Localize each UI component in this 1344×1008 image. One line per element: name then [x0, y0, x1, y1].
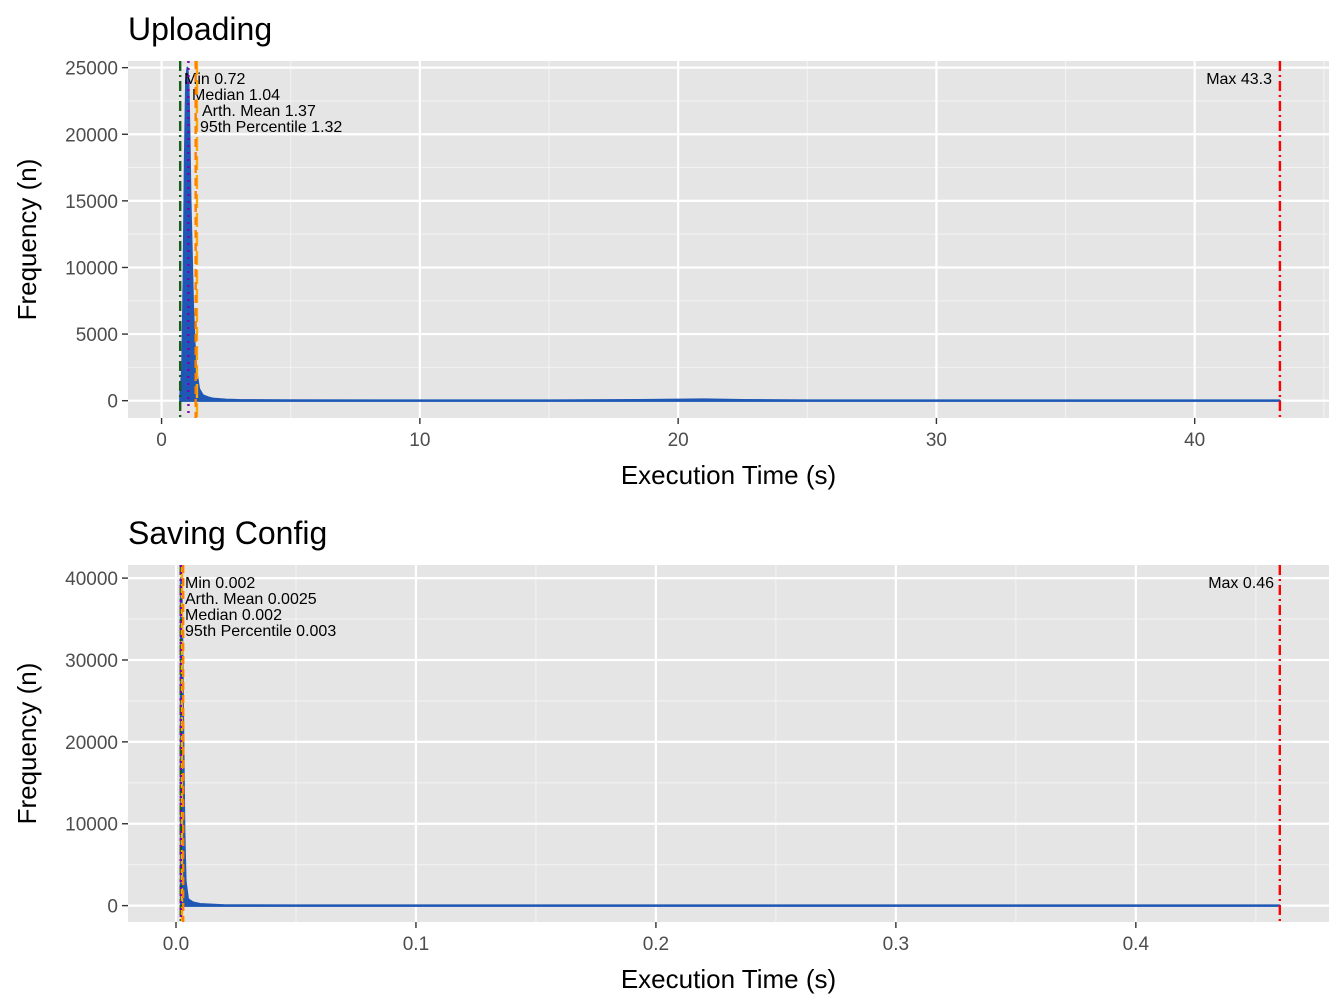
y-tick-label: 20000: [65, 733, 118, 754]
x-tick-label: 0.3: [883, 934, 909, 955]
y-tick-label: 40000: [65, 569, 118, 590]
y-tick-label: 10000: [65, 258, 118, 279]
chart-title: Uploading: [128, 11, 272, 47]
reference-label-median: Median 0.002: [185, 607, 282, 624]
x-tick-label: 0.0: [163, 934, 189, 955]
x-tick-label: 30: [926, 430, 947, 451]
reference-label-mean: Arth. Mean 0.0025: [185, 591, 317, 608]
y-tick-label: 30000: [65, 651, 118, 672]
plot-panel: [128, 61, 1329, 418]
reference-label-min: Min 0.002: [185, 575, 255, 592]
x-tick-label: 20: [668, 430, 689, 451]
y-tick-label: 15000: [65, 192, 118, 213]
reference-label-min: Min 0.72: [184, 71, 245, 88]
chart-panel-2: 0.0 0.1 0.2 0.3 0.4 0 10000 20000 30000 40000 Min …: [12, 515, 1329, 994]
x-tick-label: 10: [409, 430, 430, 451]
reference-label-p95: 95th Percentile 0.003: [185, 623, 336, 640]
y-tick-label: 0: [107, 897, 118, 918]
chart-panel-1: 0 10 20 30 40 0 5000 10000 15000 20000 25000 Min 0.…: [12, 11, 1329, 490]
y-tick-label: 10000: [65, 815, 118, 836]
y-axis-title: Frequency (n): [12, 159, 42, 321]
y-axis-title: Frequency (n): [12, 663, 42, 825]
x-tick-label: 0.1: [403, 934, 429, 955]
x-axis-title: Execution Time (s): [621, 964, 836, 994]
x-tick-label: 0.4: [1123, 934, 1150, 955]
reference-label-max: Max 43.3: [1206, 71, 1272, 88]
reference-label-median: Median 1.04: [192, 87, 280, 104]
y-tick-label: 5000: [76, 325, 118, 346]
x-tick-label: 0: [156, 430, 167, 451]
x-tick-label: 0.2: [643, 934, 669, 955]
y-tick-label: 25000: [65, 59, 118, 80]
reference-label-max: Max 0.46: [1208, 575, 1274, 592]
x-tick-label: 40: [1184, 430, 1205, 451]
reference-label-p95: 95th Percentile 1.32: [200, 119, 342, 136]
y-tick-label: 0: [107, 392, 118, 413]
chart-title: Saving Config: [128, 515, 327, 551]
plot-panel: [128, 565, 1329, 922]
x-axis-title: Execution Time (s): [621, 460, 836, 490]
y-tick-label: 20000: [65, 125, 118, 146]
reference-label-mean: Arth. Mean 1.37: [202, 103, 316, 120]
